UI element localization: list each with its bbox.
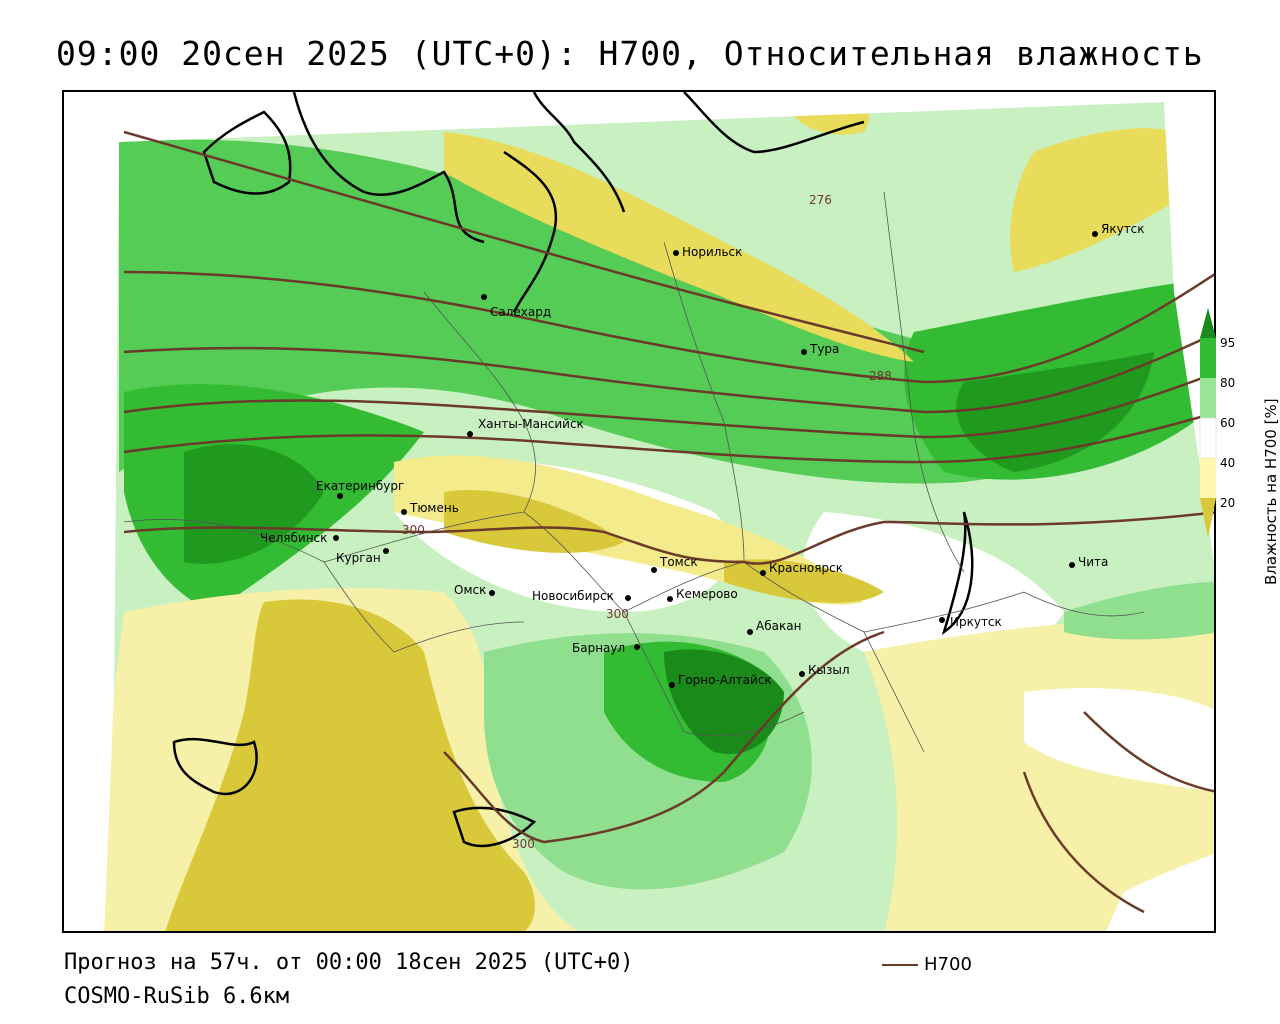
city-marker: [625, 595, 631, 601]
city-marker: [760, 570, 766, 576]
city-marker: [1069, 562, 1075, 568]
city-marker: [333, 535, 339, 541]
colorbar-tick: 60: [1220, 416, 1235, 430]
colorbar-tick: 40: [1220, 456, 1235, 470]
colorbar-tick: 80: [1220, 376, 1235, 390]
colorbar-bottom-arrow: [1200, 498, 1216, 538]
city-label: Якутск: [1101, 222, 1145, 236]
h700-legend: H700: [882, 954, 972, 975]
city-label: Ханты-Мансийск: [478, 417, 584, 431]
city-label: Кызыл: [808, 663, 850, 677]
h700-legend-swatch: [882, 963, 918, 966]
h700-legend-label: H700: [924, 954, 972, 975]
city-marker: [401, 509, 407, 515]
city-marker: [669, 682, 675, 688]
city-label: Норильск: [682, 245, 742, 259]
contour-label: 276: [809, 193, 832, 207]
colorbar-tick: 20: [1220, 496, 1235, 510]
city-label: Иркутск: [950, 615, 1002, 629]
city-label: Челябинск: [260, 531, 327, 545]
city-label: Абакан: [756, 619, 801, 633]
city-marker: [799, 671, 805, 677]
colorbar-band: [1199, 417, 1217, 459]
cities: Норильск Якутск Салехард Тура Ханты-Манс…: [260, 222, 1145, 688]
colorbar-band: [1200, 378, 1216, 418]
city-label: Салехард: [490, 305, 551, 319]
city-label: Горно-Алтайск: [678, 673, 772, 687]
colorbar-band: [1200, 338, 1216, 378]
humidity-field: [64, 92, 1214, 931]
colorbar-title: Влажность на H700 [%]: [1248, 345, 1280, 595]
city-marker: [651, 567, 657, 573]
map-canvas: 276 288 300 300 300 Норильск Якутск Сале…: [64, 92, 1214, 931]
coastlines: [172, 92, 974, 848]
city-marker: [383, 548, 389, 554]
humidity-colorbar: 95 80 60 40 20: [1199, 308, 1235, 538]
city-label: Тюмень: [409, 501, 459, 515]
city-label: Томск: [659, 555, 698, 569]
city-label: Омск: [454, 583, 486, 597]
city-marker: [337, 493, 343, 499]
city-label: Курган: [336, 551, 381, 565]
h700-contours: [123, 130, 1214, 914]
city-marker: [939, 617, 945, 623]
city-marker: [673, 250, 679, 256]
colorbar-band: [1200, 458, 1216, 498]
colorbar-top-arrow: [1200, 308, 1216, 338]
page-title: 09:00 20сен 2025 (UTC+0): H700, Относите…: [56, 34, 1204, 73]
contour-label: 288: [869, 369, 892, 383]
city-marker: [489, 590, 495, 596]
city-label: Чита: [1078, 555, 1108, 569]
city-label: Тура: [809, 342, 839, 356]
city-label: Новосибирск: [532, 589, 614, 603]
contour-label: 300: [402, 523, 425, 537]
city-marker: [801, 349, 807, 355]
contour-labels: 276 288 300 300 300: [402, 193, 892, 851]
contour-label: 300: [606, 607, 629, 621]
humidity-map: 276 288 300 300 300 Норильск Якутск Сале…: [62, 90, 1216, 933]
forecast-line: Прогноз на 57ч. от 00:00 18сен 2025 (UTC…: [64, 950, 634, 975]
model-line: COSMO-RuSib 6.6км: [64, 984, 290, 1009]
city-marker: [481, 294, 487, 300]
colorbar-title-text: Влажность на H700 [%]: [1262, 398, 1280, 585]
borders: [123, 191, 1145, 753]
city-marker: [667, 596, 673, 602]
city-label: Барнаул: [572, 641, 625, 655]
city-marker: [747, 629, 753, 635]
city-marker: [634, 644, 640, 650]
city-marker: [1092, 231, 1098, 237]
contour-label: 300: [512, 837, 535, 851]
city-label: Кемерово: [676, 587, 738, 601]
city-label: Красноярск: [769, 561, 843, 575]
city-marker: [467, 431, 473, 437]
colorbar-tick: 95: [1220, 336, 1235, 350]
city-label: Екатеринбург: [316, 479, 404, 493]
